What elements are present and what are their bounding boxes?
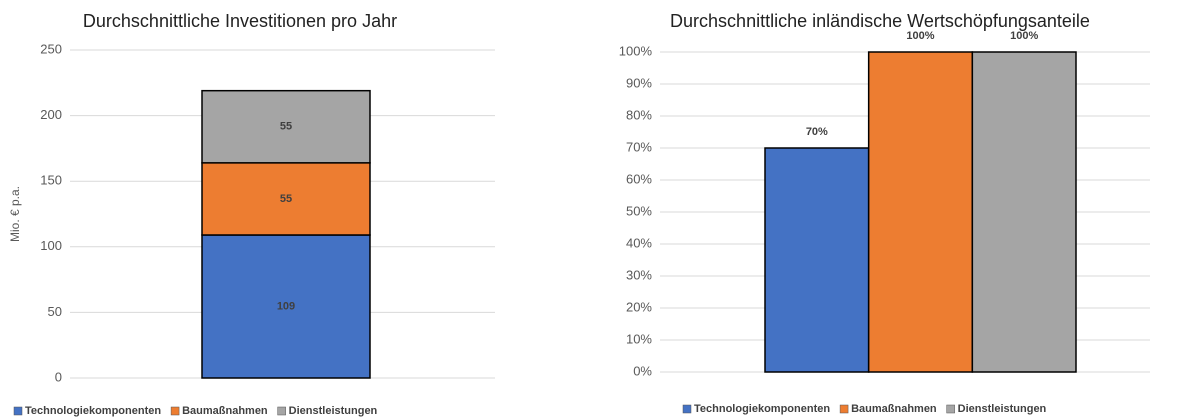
- bar-segment: [201, 89, 371, 164]
- bar-segment: [201, 234, 371, 379]
- y-tick-label: 90%: [626, 75, 652, 90]
- data-label: 55: [280, 193, 292, 205]
- y-tick-label: 100%: [619, 43, 653, 58]
- legend-label: Baumaßnahmen: [851, 403, 937, 415]
- data-label: 70%: [806, 126, 828, 138]
- y-tick-label: 70%: [626, 139, 652, 154]
- legend-swatch: [946, 404, 955, 414]
- y-tick-label: 200: [40, 107, 62, 122]
- bar: [867, 51, 974, 373]
- legend-swatch: [839, 404, 849, 414]
- y-tick-label: 60%: [626, 171, 652, 186]
- chart-title: Durchschnittliche Investitionen pro Jahr: [83, 11, 397, 31]
- y-tick-label: 100: [40, 238, 62, 253]
- bar-segment: [201, 162, 371, 236]
- y-tick-label: 250: [40, 41, 62, 56]
- legend-swatch: [277, 406, 286, 416]
- y-axis-label: Mio. € p.a.: [8, 186, 22, 242]
- legend-label: Dienstleistungen: [289, 405, 378, 417]
- y-tick-label: 150: [40, 173, 62, 188]
- data-label: 100%: [1010, 30, 1038, 42]
- legend-label: Dienstleistungen: [958, 403, 1047, 415]
- bar: [764, 147, 870, 373]
- y-tick-label: 50%: [626, 203, 652, 218]
- y-tick-label: 40%: [626, 235, 652, 250]
- y-tick-label: 0: [55, 369, 62, 384]
- legend-swatch: [13, 406, 23, 416]
- chart-title: Durchschnittliche inländische Wertschöpf…: [670, 11, 1090, 31]
- y-tick-label: 10%: [626, 331, 652, 346]
- data-label: 100%: [906, 30, 934, 42]
- y-tick-label: 50: [48, 304, 62, 319]
- legend-label: Technologiekomponenten: [694, 403, 830, 415]
- y-tick-label: 30%: [626, 267, 652, 282]
- legend-swatch: [682, 404, 692, 414]
- data-label: 55: [280, 121, 292, 133]
- y-tick-label: 0%: [633, 363, 652, 378]
- y-tick-label: 20%: [626, 299, 652, 314]
- legend-label: Baumaßnahmen: [182, 405, 268, 417]
- y-tick-label: 80%: [626, 107, 652, 122]
- data-label: 109: [277, 300, 295, 312]
- legend-swatch: [170, 406, 180, 416]
- legend-label: Technologiekomponenten: [25, 405, 161, 417]
- bar: [971, 51, 1077, 373]
